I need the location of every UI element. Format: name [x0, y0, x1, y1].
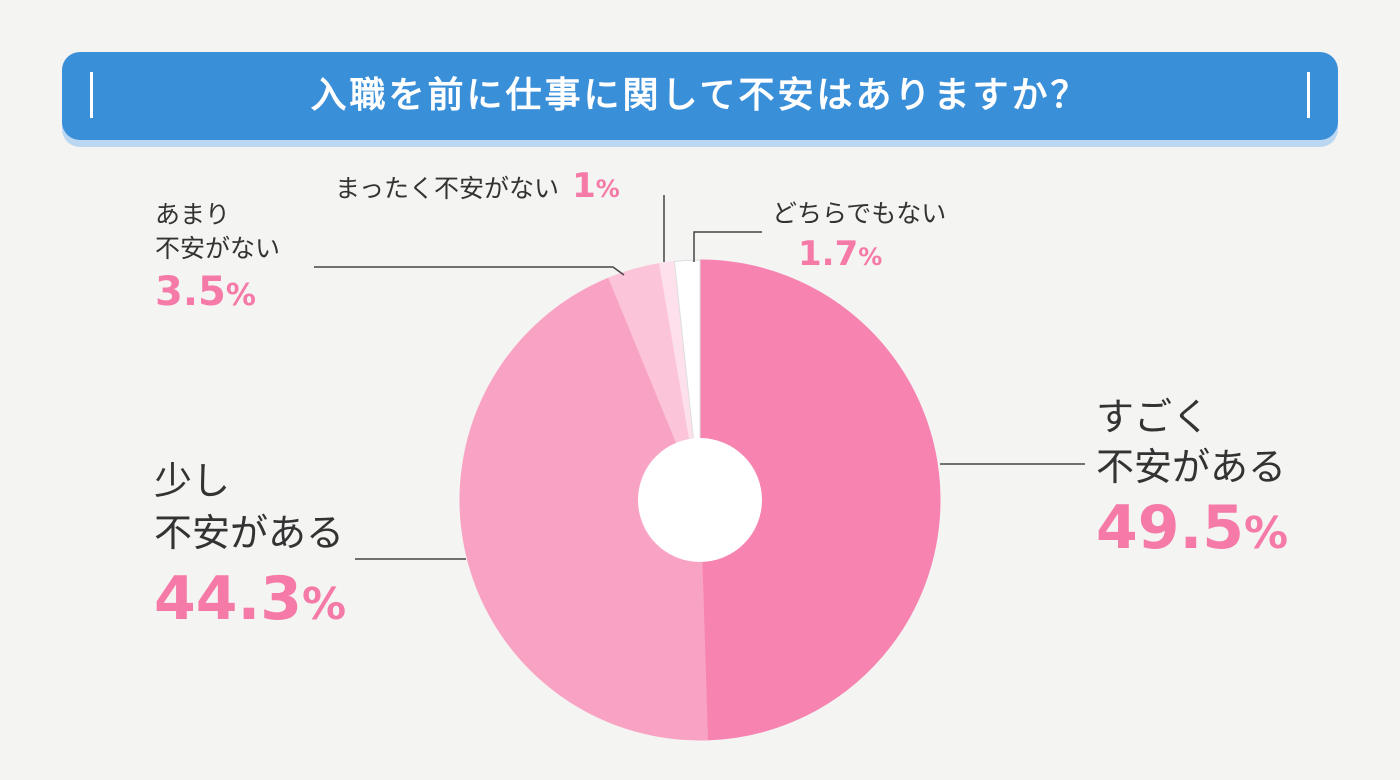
- label-sugoku-line1: すごく: [1096, 395, 1211, 439]
- percent-sign-amari: %: [225, 278, 256, 313]
- label-dochira-line1: どちらでもない: [772, 199, 947, 228]
- title-left-bar: [90, 72, 93, 118]
- donut-hole: [638, 438, 762, 562]
- label-amari-line2: 不安がない: [155, 234, 281, 263]
- label-sugoku-line2: 不安がある: [1096, 445, 1287, 489]
- leader-line-dochira: [693, 231, 762, 262]
- label-sukoshi: 少し 不安がある 44.3%: [154, 455, 346, 654]
- label-sukoshi-line2: 不安がある: [154, 511, 345, 555]
- value-mattaku: 1: [572, 166, 596, 206]
- value-sukoshi: 44.3: [154, 564, 303, 634]
- slice-sugoku: [699, 259, 941, 741]
- label-sukoshi-line1: 少し: [154, 459, 231, 503]
- value-dochira: 1.7: [798, 234, 859, 274]
- leader-line-amari: [314, 266, 625, 276]
- leader-lines: [314, 195, 1085, 560]
- percent-sign-sukoshi: %: [302, 579, 347, 630]
- label-sugoku: すごく 不安がある 49.5%: [1096, 392, 1288, 579]
- label-dochira: どちらでもない 1.7%: [772, 196, 946, 282]
- pie-slices: [459, 259, 941, 741]
- slice-sukoshi: [459, 277, 709, 741]
- chart-title: 入職を前に仕事に関して不安はありますか？: [310, 75, 1090, 116]
- label-amari: あまり 不安がない 3.5%: [155, 198, 280, 326]
- title-banner: 入職を前に仕事に関して不安はありますか？: [62, 52, 1338, 140]
- label-mattaku-text: まったく不安がない: [335, 174, 560, 203]
- percent-sign-dochira: %: [858, 243, 883, 271]
- percent-sign-mattaku: %: [595, 175, 620, 203]
- label-mattaku: まったく不安がない 1%: [335, 164, 620, 214]
- value-sugoku: 49.5: [1096, 493, 1245, 563]
- title-right-bar: [1307, 72, 1310, 118]
- label-amari-line1: あまり: [155, 200, 231, 229]
- value-amari: 3.5: [155, 269, 226, 315]
- percent-sign-sugoku: %: [1244, 508, 1289, 559]
